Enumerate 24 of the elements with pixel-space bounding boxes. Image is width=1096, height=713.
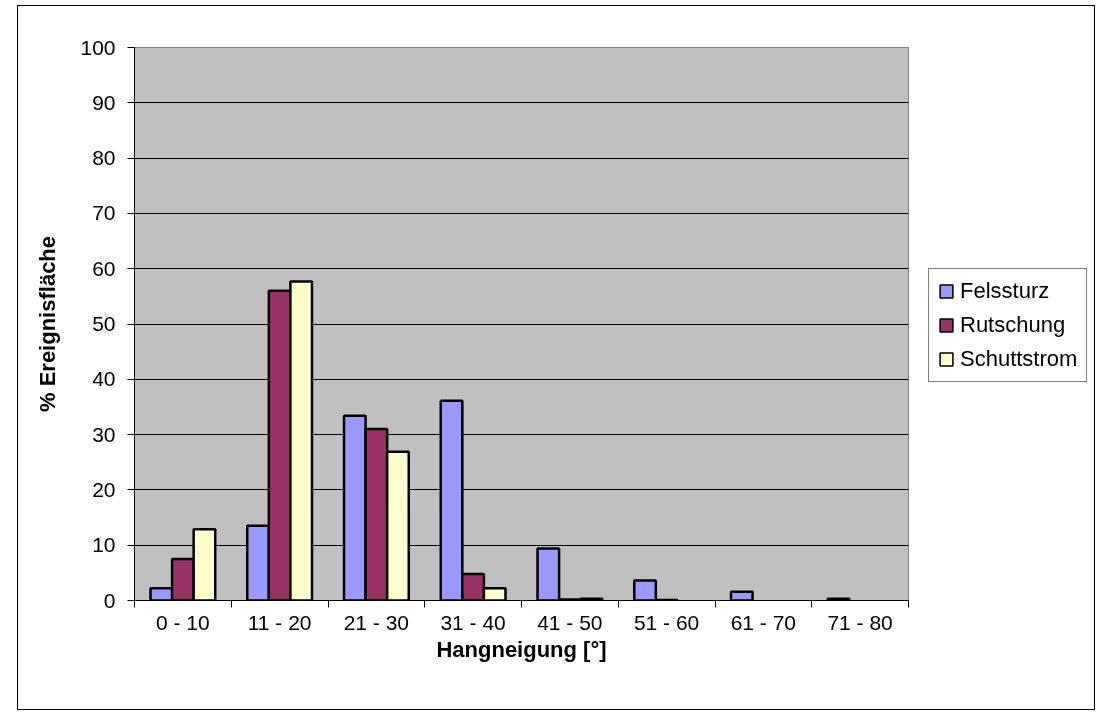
x-tick-label: 11 - 20	[247, 610, 312, 634]
y-tick-label: 30	[92, 422, 116, 446]
y-tick-label: 10	[92, 533, 116, 557]
x-tick-label: 31 - 40	[440, 610, 506, 634]
y-tick-label: 50	[92, 312, 116, 335]
y-tick-label: 60	[92, 256, 116, 280]
x-tick-label: 51 - 60	[633, 610, 700, 634]
y-tick-label: 90	[92, 90, 116, 114]
legend-label: Felssturz	[960, 278, 1050, 304]
legend-label: Rutschung	[960, 312, 1066, 338]
y-tick-label: 20	[92, 477, 116, 501]
x-tick-label: 71 - 80	[827, 610, 893, 634]
legend-label: Schuttstrom	[960, 346, 1078, 372]
x-tick-label: 21 - 30	[343, 610, 410, 634]
y-tick-label: 80	[92, 146, 116, 170]
y-tick-label: 0	[103, 588, 116, 612]
x-tick-label: 61 - 70	[730, 610, 797, 634]
x-tick-label: 41 - 50	[537, 610, 603, 634]
x-tick-label: 0 - 10	[156, 610, 210, 634]
y-axis-title: % Ereignisfläche	[35, 235, 61, 413]
y-tick-label: 40	[92, 367, 116, 391]
y-tick-label: 70	[92, 201, 116, 225]
x-axis-title: Hangneigung [°]	[436, 636, 607, 662]
y-tick-label: 100	[80, 35, 116, 59]
